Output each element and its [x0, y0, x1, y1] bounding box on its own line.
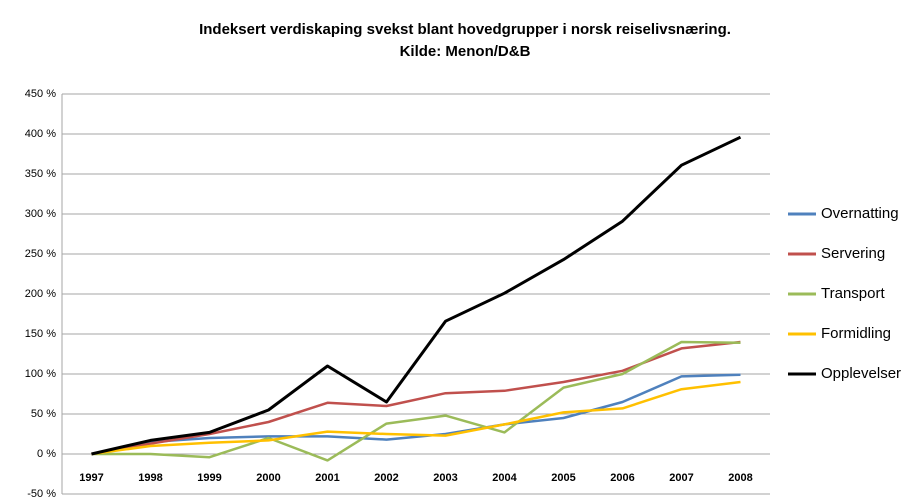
legend-label: Opplevelser — [821, 365, 901, 382]
y-tick-label: 0 % — [37, 448, 56, 460]
series-line — [91, 340, 741, 456]
x-tick-label: 2001 — [315, 472, 339, 484]
legend-label: Overnatting — [821, 205, 899, 222]
y-tick-label: 350 % — [25, 168, 56, 180]
x-tick-label: 2003 — [433, 472, 457, 484]
series-line — [91, 340, 741, 462]
series-line — [91, 135, 742, 456]
x-tick-label: 1997 — [79, 472, 103, 484]
y-tick-label: -50 % — [27, 488, 56, 500]
y-tick-label: 250 % — [25, 248, 56, 260]
x-tick-label: 2000 — [256, 472, 280, 484]
y-tick-label: 400 % — [25, 128, 56, 140]
x-tick-label: 2007 — [669, 472, 693, 484]
y-tick-label: 450 % — [25, 88, 56, 100]
x-tick-label: 2008 — [728, 472, 752, 484]
legend-label: Transport — [821, 285, 885, 302]
x-tick-label: 2006 — [610, 472, 634, 484]
y-tick-label: 50 % — [31, 408, 56, 420]
x-tick-label: 2005 — [551, 472, 575, 484]
y-tick-label: 150 % — [25, 328, 56, 340]
x-tick-label: 2004 — [492, 472, 517, 484]
y-tick-label: 200 % — [25, 288, 56, 300]
y-tick-label: 100 % — [25, 368, 56, 380]
x-tick-label: 1998 — [138, 472, 162, 484]
series-line — [91, 373, 741, 456]
x-tick-label: 1999 — [197, 472, 221, 484]
legend-label: Formidling — [821, 325, 891, 342]
series-line — [91, 380, 741, 456]
y-tick-label: 300 % — [25, 208, 56, 220]
chart-subtitle: Kilde: Menon/D&B — [400, 43, 531, 60]
x-tick-label: 2002 — [374, 472, 398, 484]
chart-title: Indeksert verdiskaping svekst blant hove… — [199, 21, 731, 38]
legend-label: Servering — [821, 245, 885, 262]
